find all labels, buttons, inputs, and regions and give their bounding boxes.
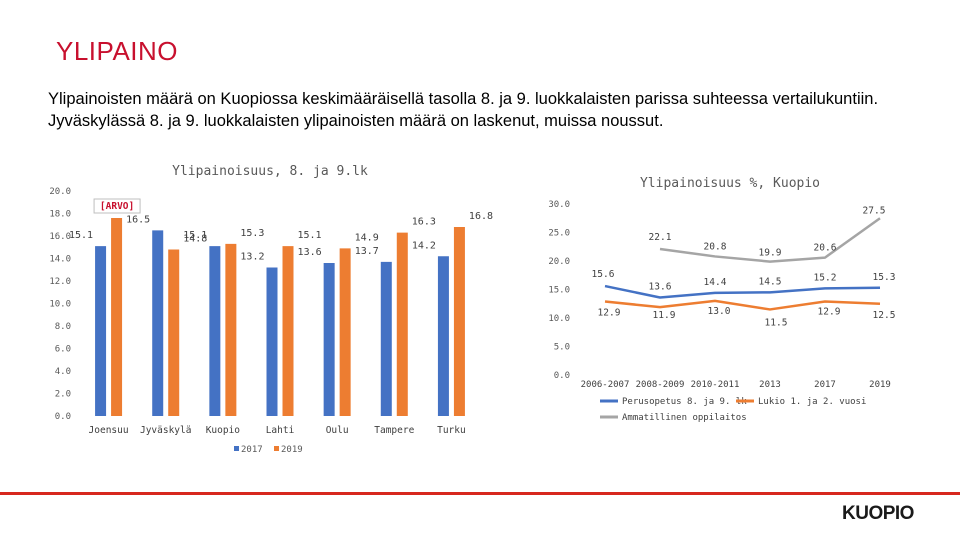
line-data-label: 12.5 <box>873 310 896 321</box>
bar-data-label: 16.8 <box>469 211 493 222</box>
line-data-label: 27.5 <box>863 205 886 216</box>
line-data-label: 14.5 <box>759 276 782 287</box>
bar-x-tick-label: Kuopio <box>206 425 241 436</box>
legend-label: Perusopetus 8. ja 9. lk <box>622 397 747 407</box>
data-label-box <box>93 198 141 214</box>
bar-y-tick-label: 20.0 <box>49 187 71 197</box>
legend-swatch-2019 <box>274 446 279 451</box>
line-data-label: 11.9 <box>653 310 676 321</box>
bar-data-label: 15.1 <box>183 230 207 241</box>
bar-data-label: 15.1 <box>69 230 93 241</box>
footer-divider <box>0 492 960 495</box>
page-description: Ylipainoisten määrä on Kuopiossa keskimä… <box>48 90 879 130</box>
legend-label: Lukio 1. ja 2. vuosi <box>758 397 866 407</box>
line-y-tick-label: 15.0 <box>548 286 570 296</box>
bar-y-tick-label: 8.0 <box>55 322 71 332</box>
line-data-label: 13.6 <box>649 281 672 292</box>
bar-data-label: 16.3 <box>412 217 436 228</box>
bar-y-tick-label: 18.0 <box>49 210 71 220</box>
legend-swatch-2017 <box>234 446 239 451</box>
line-data-label: 13.0 <box>708 306 731 317</box>
bar-data-label: 16.5 <box>126 214 150 225</box>
bar-y-tick-label: 0.0 <box>55 412 71 422</box>
line-y-tick-label: 20.0 <box>548 257 570 267</box>
bar-2019-Oulu <box>339 248 351 416</box>
legend-label: Ammatillinen oppilaitos <box>622 413 747 423</box>
line-data-label: 12.9 <box>818 306 841 317</box>
bar-chart: Ylipainoisuus, 8. ja 9.lk 0.0 2.0 4.0 6.0 8.… <box>49 164 493 455</box>
bar-x-tick-label: Joensuu <box>89 425 129 436</box>
bar-data-label: [ARVO] <box>100 201 134 212</box>
bar-2017-Jyväskylä <box>152 230 164 416</box>
legend-label: 2019 <box>281 445 303 455</box>
bar-2019-Lahti <box>282 246 294 416</box>
line-x-tick-label: 2006-2007 <box>581 380 630 390</box>
bar-y-tick-label: 16.0 <box>49 232 71 242</box>
bar-2017-Lahti <box>266 267 278 416</box>
line-data-label: 15.6 <box>592 269 615 280</box>
bar-data-label: 13.2 <box>240 252 264 263</box>
line-y-tick-label: 10.0 <box>548 314 570 324</box>
bar-data-label: 13.7 <box>355 246 379 257</box>
line-data-label: 11.5 <box>765 317 788 328</box>
bar-y-tick-label: 10.0 <box>49 300 71 310</box>
line-y-tick-label: 0.0 <box>554 371 570 381</box>
bar-y-tick-label: 2.0 <box>55 390 71 400</box>
bar-data-label: 15.1 <box>298 230 322 241</box>
bar-chart-title: Ylipainoisuus, 8. ja 9.lk <box>172 164 368 179</box>
bar-2019-Kuopio <box>225 243 237 416</box>
kuopio-logo: KUOPIO <box>842 503 914 524</box>
line-x-tick-label: 2013 <box>759 380 781 390</box>
line-chart: Ylipainoisuus %, Kuopio 0.0 5.0 10.0 15.0 20… <box>548 176 896 423</box>
bar-data-label: 13.6 <box>298 247 322 258</box>
line-data-label: 22.1 <box>649 232 672 243</box>
line-y-tick-label: 30.0 <box>548 200 570 210</box>
bar-x-tick-label: Jyväskylä <box>140 425 191 436</box>
bar-x-tick-label: Turku <box>437 425 466 436</box>
line-series-0 <box>604 284 881 299</box>
bar-x-tick-label: Tampere <box>374 425 414 436</box>
bar-2017-Tampere <box>380 261 392 416</box>
line-data-label: 20.6 <box>814 243 837 254</box>
bar-y-tick-label: 6.0 <box>55 345 71 355</box>
bar-2017-Joensuu <box>95 246 107 416</box>
bar-x-tick-label: Oulu <box>326 425 349 436</box>
bar-2017-Oulu <box>323 263 335 416</box>
bar-x-tick-label: Lahti <box>266 425 295 436</box>
line-x-tick-label: 2017 <box>814 380 836 390</box>
line-data-label: 14.4 <box>704 277 727 288</box>
bar-2019-Joensuu <box>111 218 123 416</box>
bar-data-label: 15.3 <box>240 228 264 239</box>
bar-2019-Tampere <box>396 232 408 416</box>
bar-data-label: 14.9 <box>355 232 379 243</box>
bar-2017-Kuopio <box>209 246 221 416</box>
line-x-tick-label: 2019 <box>869 380 891 390</box>
bar-2019-Jyväskylä <box>168 249 180 416</box>
page-title: YLIPAINO <box>56 36 179 66</box>
bar-2019-Turku <box>453 227 465 416</box>
bar-y-tick-label: 14.0 <box>49 255 71 265</box>
bar-y-tick-label: 4.0 <box>55 367 71 377</box>
line-y-tick-label: 25.0 <box>548 229 570 239</box>
line-data-label: 20.8 <box>704 241 727 252</box>
line-y-tick-label: 5.0 <box>554 343 570 353</box>
bar-y-tick-label: 12.0 <box>49 277 71 287</box>
line-chart-title: Ylipainoisuus %, Kuopio <box>640 176 820 191</box>
line-data-label: 19.9 <box>759 248 782 259</box>
line-x-tick-label: 2010-2011 <box>691 380 740 390</box>
bar-2017-Turku <box>437 256 449 416</box>
line-x-tick-label: 2008-2009 <box>636 380 685 390</box>
line-data-label: 12.9 <box>598 307 621 318</box>
line-series-1 <box>604 299 881 311</box>
line-data-label: 15.2 <box>814 272 837 283</box>
line-data-label: 15.3 <box>873 272 896 283</box>
legend-label: 2017 <box>241 445 263 455</box>
line-series-2 <box>659 217 881 263</box>
bar-data-label: 14.8 <box>183 234 207 245</box>
bar-data-label: 14.2 <box>412 240 436 251</box>
